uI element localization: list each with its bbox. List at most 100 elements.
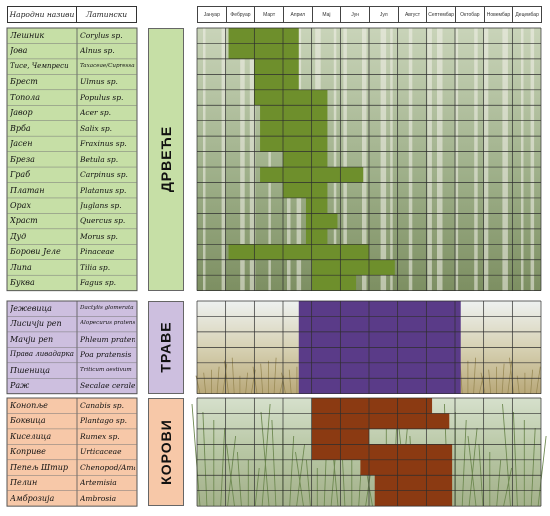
grass-blade (480, 372, 486, 394)
pollen-bar-trees-9 (283, 151, 328, 168)
folk-name-grass-4: Права ливадарка (10, 350, 74, 359)
folk-name-trees-3: Тисе, Чемпреси (10, 61, 69, 70)
latin-name-trees-2: Alnus sp. (80, 46, 115, 56)
month-header-11: Новембар (483, 6, 514, 23)
latin-name-weeds-2: Plantago sp. (80, 416, 127, 426)
weed-stem (254, 467, 260, 507)
trees-list-background (6, 27, 138, 292)
pollen-bar-grass-1 (298, 301, 461, 317)
pollen-bar-trees-8 (260, 136, 328, 152)
weed-stem (227, 435, 237, 507)
weed-stem (295, 451, 304, 507)
weed-stem (191, 403, 201, 507)
birch-trunk (521, 28, 524, 291)
weed-stem (261, 403, 271, 507)
grass-blade (501, 363, 505, 394)
pollen-bar-trees-4 (254, 74, 299, 90)
birch-trunk (380, 28, 387, 291)
latin-name-grass-4: Poa pratensis (80, 350, 132, 360)
latin-name-trees-10: Carpinus sp. (80, 170, 128, 180)
pollen-bar-trees-2 (228, 43, 299, 59)
latin-name-trees-16: Tilia sp. (80, 262, 111, 272)
birch-trunk (221, 28, 226, 291)
pollen-bar-grass-5 (298, 362, 461, 379)
latin-name-trees-6: Acer sp. (80, 108, 112, 118)
latin-name-trees-5: Populus sp. (80, 92, 124, 102)
folk-name-trees-5: Топола (10, 92, 40, 102)
latin-name-grass-2: Alopecurus pratensis (80, 320, 135, 327)
grass-blade (260, 363, 264, 394)
pollen-bar-trees-6 (260, 105, 328, 121)
latin-name-trees-13: Quercus sp. (80, 216, 126, 226)
folk-name-trees-7: Врба (10, 123, 31, 133)
folk-name-weeds-2: Боквица (10, 416, 46, 426)
pollen-bar-weeds-5 (360, 459, 453, 476)
grass-blade (473, 357, 476, 394)
month-header-6: Јун (340, 6, 370, 23)
folk-name-trees-2: Јова (10, 46, 28, 56)
pollen-bar-grass-3 (298, 331, 461, 348)
grass-blade (224, 360, 229, 394)
pollen-bar-trees-7 (260, 120, 328, 137)
folk-name-weeds-3: Киселица (10, 431, 52, 441)
latin-name-weeds-5: Chenopod/Amar (80, 462, 135, 472)
latin-name-trees-14: Morus sp. (80, 231, 118, 241)
grass-blade (516, 375, 520, 394)
folk-name-trees-11: Платан (10, 185, 45, 195)
grass-blade (509, 357, 514, 394)
latin-name-trees-11: Platanus sp. (80, 185, 127, 195)
pollen-bar-trees-16 (311, 259, 395, 276)
pollen-bar-trees-1 (228, 28, 299, 44)
folk-name-weeds-1: Конопље (10, 401, 48, 410)
grass-blade (535, 366, 541, 394)
folk-name-trees-9: Бреза (10, 154, 35, 164)
folk-name-trees-13: Храст (10, 216, 38, 226)
weed-stem (537, 435, 547, 507)
birch-trunk (483, 28, 489, 291)
grass-blade (216, 366, 220, 394)
weeds-list-background (6, 397, 138, 507)
weed-stem (220, 427, 226, 507)
pollen-bar-trees-13 (305, 213, 338, 229)
weed-stem (496, 459, 502, 507)
weed-stem (305, 459, 311, 507)
weed-stem (271, 419, 277, 507)
latin-name-trees-8: Fraxinus sp. (80, 139, 127, 149)
grass-blade (530, 369, 533, 394)
birch-trunk (502, 28, 508, 291)
folk-name-grass-1: Јежевица (10, 304, 52, 313)
month-header-4: Април (283, 6, 313, 23)
grass-section-label: ТРАВЕ (148, 301, 184, 394)
folk-name-trees-16: Липа (10, 262, 32, 272)
birch-trunk (474, 28, 478, 291)
latin-name-grass-3: Phleum pratense (80, 334, 135, 344)
latin-name-trees-15: Pinaceae (80, 247, 115, 257)
trees-section-label: ДРВЕЋЕ (148, 28, 184, 291)
pollen-bar-trees-15 (228, 244, 369, 260)
birch-trunk (408, 28, 413, 291)
birch-trunk (203, 28, 206, 291)
birch-trunk (249, 28, 256, 291)
folk-name-trees-10: Граб (10, 170, 31, 180)
folk-name-trees-6: Јавор (10, 108, 33, 118)
grass-blade (281, 372, 286, 394)
weed-stem (467, 435, 477, 507)
pollen-bar-grass-6 (298, 378, 461, 394)
pollen-bar-weeds-4 (311, 444, 453, 460)
birch-trunk (268, 28, 271, 291)
grass-blade (203, 372, 207, 394)
weeds-section-label: КОРОВИ (148, 398, 184, 507)
grass-blade (231, 357, 235, 394)
weed-stem (289, 435, 295, 507)
birch-trunk (343, 28, 347, 291)
birch-trunk (240, 28, 245, 291)
latin-name-grass-6: Secalae cerale (80, 381, 135, 391)
birch-trunk (455, 28, 459, 291)
folk-name-trees-12: Орах (10, 200, 31, 210)
folk-name-grass-6: Раж (10, 381, 30, 391)
latin-name-weeds-1: Canabis sp. (80, 401, 124, 410)
folk-name-trees-1: Лешник (10, 31, 45, 40)
latin-name-weeds-4: Urticaceae (80, 447, 122, 457)
